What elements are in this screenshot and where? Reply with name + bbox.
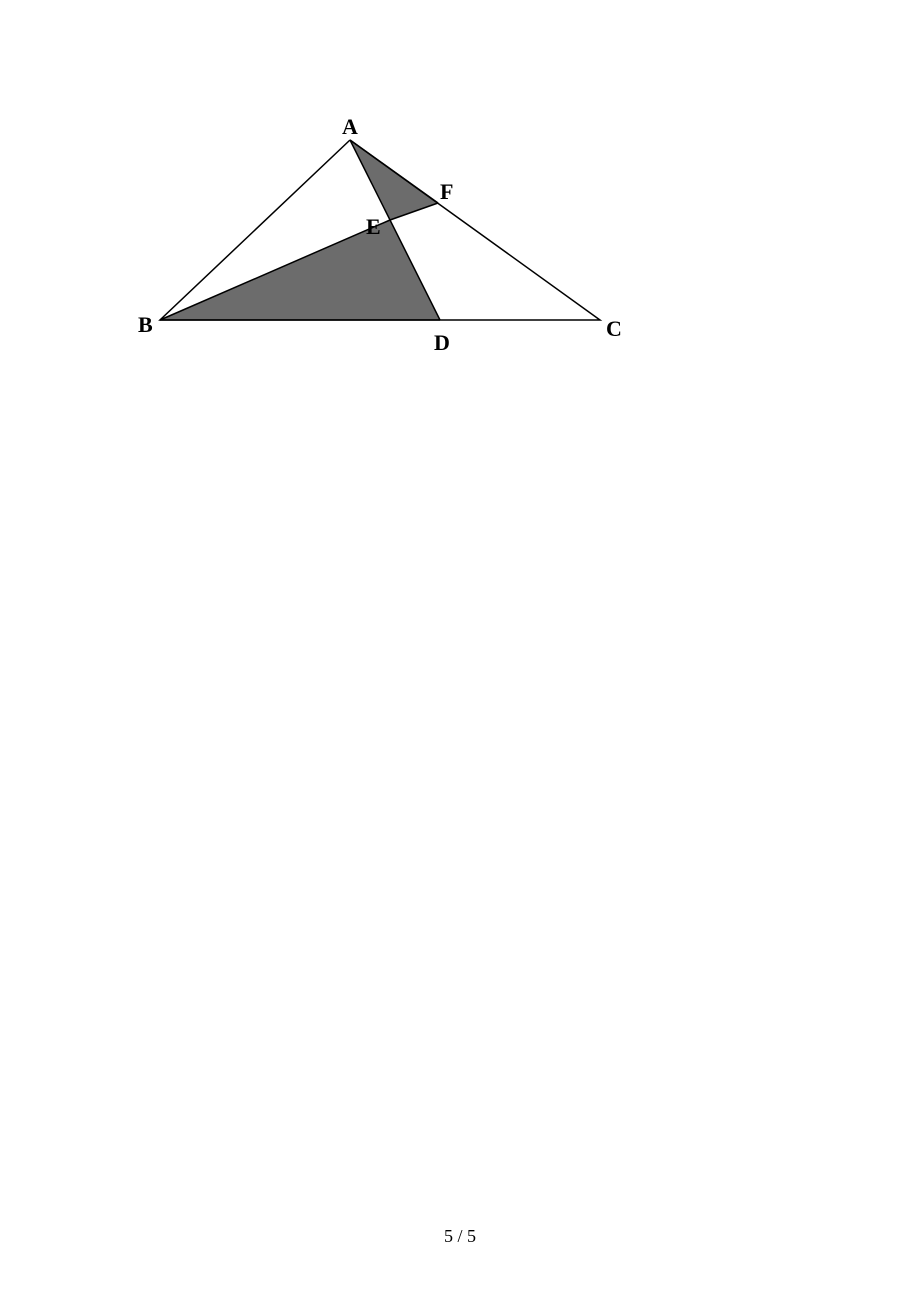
vertex-label-E: E bbox=[366, 214, 381, 240]
vertex-label-F: F bbox=[440, 179, 453, 205]
vertex-label-B: B bbox=[138, 312, 153, 338]
page-current: 5 bbox=[444, 1226, 453, 1246]
page-total: 5 bbox=[467, 1226, 476, 1246]
geometry-diagram: A B C D E F bbox=[140, 110, 640, 390]
page-separator: / bbox=[453, 1226, 467, 1246]
vertex-label-A: A bbox=[342, 114, 358, 140]
vertex-label-D: D bbox=[434, 330, 450, 356]
page-footer: 5 / 5 bbox=[0, 1226, 920, 1247]
diagram-svg bbox=[140, 110, 640, 390]
vertex-label-C: C bbox=[606, 316, 622, 342]
